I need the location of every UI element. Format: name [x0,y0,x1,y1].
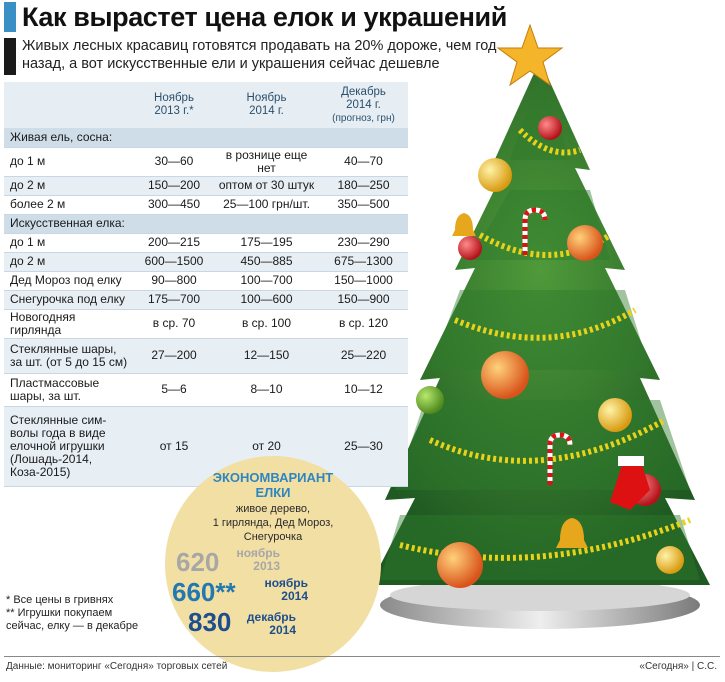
table-row: Стеклянные сим- волы года в виде елочной… [4,406,408,487]
section-label: Живая ель, сосна: [4,128,408,148]
cell-value: 40—70 [319,147,408,177]
cell-value: 5—6 [134,373,214,407]
page-subtitle: Живых лесных красавиц готовятся продават… [22,38,497,72]
economy-label-2013: ноябрь 2013 [236,546,280,573]
cell-value: 90—800 [134,271,214,291]
cell-value: 175—700 [134,290,214,310]
row-label: Дед Мороз под елку [4,271,134,291]
economy-label-nov-2014: ноябрь 2014 [264,576,308,603]
footnote-toys: ** Игрушки покупаем [6,607,113,619]
cell-value: 150—200 [134,176,214,196]
row-label: Снегурочка под елку [4,290,134,310]
cell-value: 27—200 [134,338,214,374]
row-label: Новогодняя гирлянда [4,309,134,339]
table-row: Пластмассовые шары, за шт. 5—6 8—10 10—12 [4,373,408,407]
footnote-toys-cont: сейчас, елку — в декабре [6,620,139,632]
table-row: Стеклянные шары, за шт. (от 5 до 15 см) 2… [4,338,408,374]
header-nov-2014: Ноябрь 2014 г. [214,82,319,128]
cell-value: в ср. 70 [134,309,214,339]
table-row: до 1 м 200—215 175—195 230—290 [4,233,408,253]
cell-value: 150—900 [319,290,408,310]
table-row: Новогодняя гирлянда в ср. 70 в ср. 100 в… [4,309,408,339]
table-row: более 2 м 300—450 25—100 грн/шт. 350—500 [4,195,408,215]
cell-value: 350—500 [319,195,408,215]
economy-circle [165,456,381,672]
cell-value: 200—215 [134,233,214,253]
economy-description: живое дерево, 1 гирлянда, Дед Мороз, Сне… [212,503,334,543]
cell-value: 12—150 [214,338,319,374]
cell-value: в ср. 100 [214,309,319,339]
cell-value: 450—885 [214,252,319,272]
cell-value: 150—1000 [319,271,408,291]
cell-value: 675—1300 [319,252,408,272]
cell-value: 25—100 грн/шт. [214,195,319,215]
footnote-prices: * Все цены в гривнях [6,594,114,606]
table-row: Дед Мороз под елку 90—800 100—700 150—10… [4,271,408,291]
header-blank [4,82,134,128]
cell-value: 100—700 [214,271,319,291]
section-label: Искусственная елка: [4,214,408,234]
economy-value-2013: 620 [176,547,220,577]
table-row: до 2 м 600—1500 450—885 675—1300 [4,252,408,272]
cell-value: 8—10 [214,373,319,407]
cell-value: в ср. 120 [319,309,408,339]
header-nov-2013: Ноябрь 2013 г.* [134,82,214,128]
christmas-tree-illustration [370,23,710,629]
price-table: Ноябрь 2013 г.* Ноябрь 2014 г. Декабрь 2014… [4,82,408,487]
cell-value: 25—220 [319,338,408,374]
row-label: Стеклянные шары, за шт. (от 5 до 15 см) [4,338,134,374]
cell-value: 100—600 [214,290,319,310]
page-title: Как вырастет цена елок и украшений [22,2,507,32]
cell-value: 600—1500 [134,252,214,272]
cell-value: 10—12 [319,373,408,407]
cell-value: 175—195 [214,233,319,253]
table-row: до 1 м 30—60 в рознице еще нет 40—70 [4,147,408,177]
footer-source: Данные: мониторинг «Сегодня» торговых се… [6,661,228,672]
cell-value: 230—290 [319,233,408,253]
section-row-artificial-tree: Искусственная елка: [4,214,408,234]
cell-value: 180—250 [319,176,408,196]
economy-title: ЭКОНОМВАРИАНТ ЕЛКИ [212,470,334,500]
economy-value-nov-2014: 660** [172,577,236,607]
footer-credit: «Сегодня» | С.С. [639,661,717,672]
economy-label-dec-2014: декабрь 2014 [246,610,296,637]
section-row-live-tree: Живая ель, сосна: [4,128,408,148]
cell-value: от 15 [134,406,214,487]
cell-value: 30—60 [134,147,214,177]
cell-value: 25—30 [319,406,408,487]
cell-value: 300—450 [134,195,214,215]
cell-value: в рознице еще нет [214,147,319,177]
row-label: более 2 м [4,195,134,215]
table-row: Снегурочка под елку 175—700 100—600 150—… [4,290,408,310]
row-label: до 2 м [4,252,134,272]
footnotes: * Все цены в гривнях ** Игрушки покупаем… [6,594,166,633]
cell-value: оптом от 30 штук [214,176,319,196]
table-header-row: Ноябрь 2013 г.* Ноябрь 2014 г. Декабрь 2014… [4,82,408,128]
row-label: до 2 м [4,176,134,196]
row-label: до 1 м [4,233,134,253]
header-dec-2014: Декабрь 2014 г. (прогноз, грн) [319,82,408,128]
row-label: до 1 м [4,147,134,177]
footer-divider [4,656,720,657]
row-label: Пластмассовые шары, за шт. [4,373,134,407]
economy-value-dec-2014: 830 [188,607,232,637]
table-row: до 2 м 150—200 оптом от 30 штук 180—250 [4,176,408,196]
title-accent-bar [4,2,16,32]
subtitle-accent-bar [4,38,16,75]
row-label: Стеклянные сим- волы года в виде елочной… [4,406,134,487]
